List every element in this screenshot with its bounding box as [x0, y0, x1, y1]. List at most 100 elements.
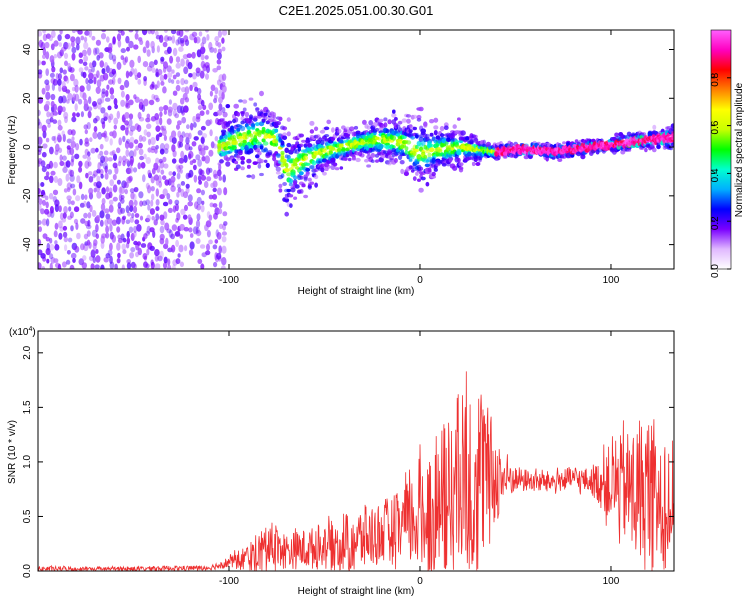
spectrogram-cell	[180, 78, 185, 86]
spectrogram-cell	[135, 30, 139, 34]
spectrogram-cell	[134, 219, 140, 225]
spectrogram-cell	[184, 79, 189, 85]
spectrogram-cell	[162, 201, 169, 207]
spectrogram-cell	[80, 193, 85, 200]
spectrogram-cell	[195, 154, 201, 161]
spectrogram-cell	[218, 103, 223, 111]
spectrogram-panel: -100 0 100 -40 -20 0 20 40 Height of straight …	[7, 29, 675, 297]
spectrogram-cell	[155, 68, 159, 77]
spectrogram-cell	[218, 245, 222, 254]
spectrogram-cell	[63, 52, 69, 60]
spectrogram-cell	[218, 96, 223, 104]
spectrogram-cell	[278, 183, 283, 189]
spectrogram-cell	[121, 243, 126, 251]
spectrogram-cell	[466, 151, 472, 157]
spectrogram-cell	[53, 258, 59, 263]
spectrogram-cell	[255, 144, 260, 149]
spectrogram-cell	[282, 132, 287, 137]
spectrogram-cell	[180, 181, 186, 186]
spectrogram-cell	[133, 200, 138, 206]
spectrogram-cell	[159, 233, 165, 241]
spectrogram-cell	[163, 73, 168, 80]
spectrogram-cell	[199, 110, 205, 116]
spectrogram-cell	[101, 187, 106, 195]
spectrogram-cell	[137, 111, 142, 120]
spectrogram-cell	[431, 175, 437, 179]
spectrogram-cell	[40, 189, 46, 196]
spectrogram-cell	[111, 54, 117, 62]
spectrogram-cell	[41, 124, 47, 133]
spectrogram-cell	[50, 170, 56, 176]
spectrogram-cell	[70, 36, 76, 43]
spectrogram-cell	[108, 113, 114, 121]
spectrogram-cell	[200, 136, 205, 144]
spectrogram-cell	[452, 124, 457, 129]
y-tick-label: 0.5	[22, 509, 33, 523]
spectrogram-cell	[213, 173, 219, 179]
spectrogram-cell	[71, 52, 76, 61]
spectrogram-cell	[221, 138, 227, 142]
spectrogram-cell	[108, 204, 114, 213]
spectrogram-cell	[61, 95, 67, 104]
spectrogram-cell	[73, 206, 80, 213]
spectrogram-cell	[218, 201, 223, 209]
spectrogram-cell	[410, 136, 416, 140]
spectrogram-cell	[66, 250, 71, 255]
spectrogram-cell	[105, 253, 111, 259]
spectrogram-cell	[387, 119, 392, 125]
spectrogram-cell	[200, 189, 205, 196]
snr-x-label: Height of straight line (km)	[298, 586, 415, 597]
spectrogram-cell	[87, 171, 93, 176]
spectrogram-cell	[309, 165, 315, 170]
spectrogram-cell	[87, 219, 91, 227]
spectrogram-cell	[216, 232, 222, 240]
spectrogram-cell	[38, 262, 42, 269]
spectrogram-cell	[111, 219, 117, 226]
spectrogram-cell	[124, 120, 129, 126]
spectrogram-cell	[323, 126, 330, 131]
spectrogram-cell	[163, 163, 169, 169]
spectrogram-cell	[84, 129, 89, 135]
spectrogram-cell	[142, 46, 147, 54]
spectrogram-cell	[88, 187, 94, 195]
spectrogram-cell	[122, 215, 127, 221]
x-tick-label: -100	[219, 576, 239, 587]
spectrogram-cell	[294, 184, 300, 189]
spectrogram-cell	[236, 111, 241, 117]
spectrogram-cell	[240, 166, 245, 171]
y-tick-label: 0.0	[22, 564, 33, 578]
spectrogram-cell	[370, 159, 375, 163]
spectrogram-cell	[168, 99, 172, 105]
spectrogram-cell	[46, 242, 51, 251]
spectrogram-cell	[124, 112, 130, 119]
spectrogram-cell	[332, 162, 338, 167]
spectrogram-cell	[299, 175, 304, 180]
spectrogram-cell	[163, 105, 169, 111]
spectrogram-cell	[95, 115, 100, 122]
spectrogram-cell	[431, 171, 436, 177]
spectrogram-cell	[167, 207, 173, 213]
spectrogram-cell	[200, 263, 205, 269]
spectrogram-cell	[222, 211, 228, 217]
spectrogram-cell	[133, 139, 139, 145]
spectrogram-cell	[157, 68, 163, 76]
spectrogram-cell	[92, 174, 96, 179]
snr-frame	[37, 330, 675, 572]
spectrogram-cell	[132, 205, 138, 214]
spectrogram-cell	[100, 155, 106, 164]
spectrogram-cell	[191, 72, 197, 80]
spectrogram-cell	[420, 176, 426, 181]
spectrogram-cell	[57, 132, 61, 138]
spectrogram-cell	[218, 118, 225, 122]
spectrogram-cell	[284, 162, 289, 169]
y-tick-label: 2.0	[22, 345, 33, 359]
spectrogram-cell	[175, 39, 180, 46]
spectrogram-cell	[233, 103, 239, 109]
spectrogram-cell	[180, 105, 185, 114]
spectrogram-cell	[170, 233, 176, 240]
spectrogram-cell	[391, 135, 397, 141]
spectrogram-cell	[88, 68, 92, 74]
spectrogram-cell	[196, 188, 202, 194]
spectrogram-cell	[44, 41, 50, 49]
spectrogram-cell	[171, 224, 178, 232]
